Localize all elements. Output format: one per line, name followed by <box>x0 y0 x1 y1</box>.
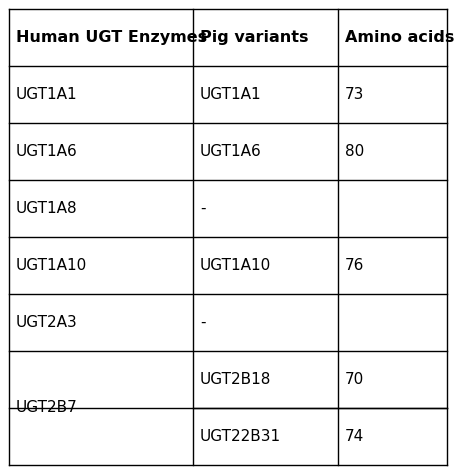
Text: UGT1A6: UGT1A6 <box>16 144 78 159</box>
Text: -: - <box>200 201 205 216</box>
Text: -: - <box>200 315 205 330</box>
Text: 74: 74 <box>345 428 364 444</box>
Text: Amino acids: Amino acids <box>345 30 454 46</box>
Text: UGT1A1: UGT1A1 <box>16 87 77 102</box>
Text: UGT1A6: UGT1A6 <box>200 144 262 159</box>
Text: UGT1A1: UGT1A1 <box>200 87 262 102</box>
Text: UGT1A10: UGT1A10 <box>200 258 271 273</box>
Text: 76: 76 <box>345 258 364 273</box>
Text: UGT2B7: UGT2B7 <box>16 400 78 415</box>
Text: UGT2B18: UGT2B18 <box>200 372 271 387</box>
Text: 70: 70 <box>345 372 364 387</box>
Text: 80: 80 <box>345 144 364 159</box>
Text: UGT22B31: UGT22B31 <box>200 428 281 444</box>
Text: Human UGT Enzymes: Human UGT Enzymes <box>16 30 207 46</box>
Text: UGT1A8: UGT1A8 <box>16 201 77 216</box>
Text: UGT2A3: UGT2A3 <box>16 315 78 330</box>
Text: 73: 73 <box>345 87 364 102</box>
Text: Pig variants: Pig variants <box>200 30 309 46</box>
Text: UGT1A10: UGT1A10 <box>16 258 87 273</box>
